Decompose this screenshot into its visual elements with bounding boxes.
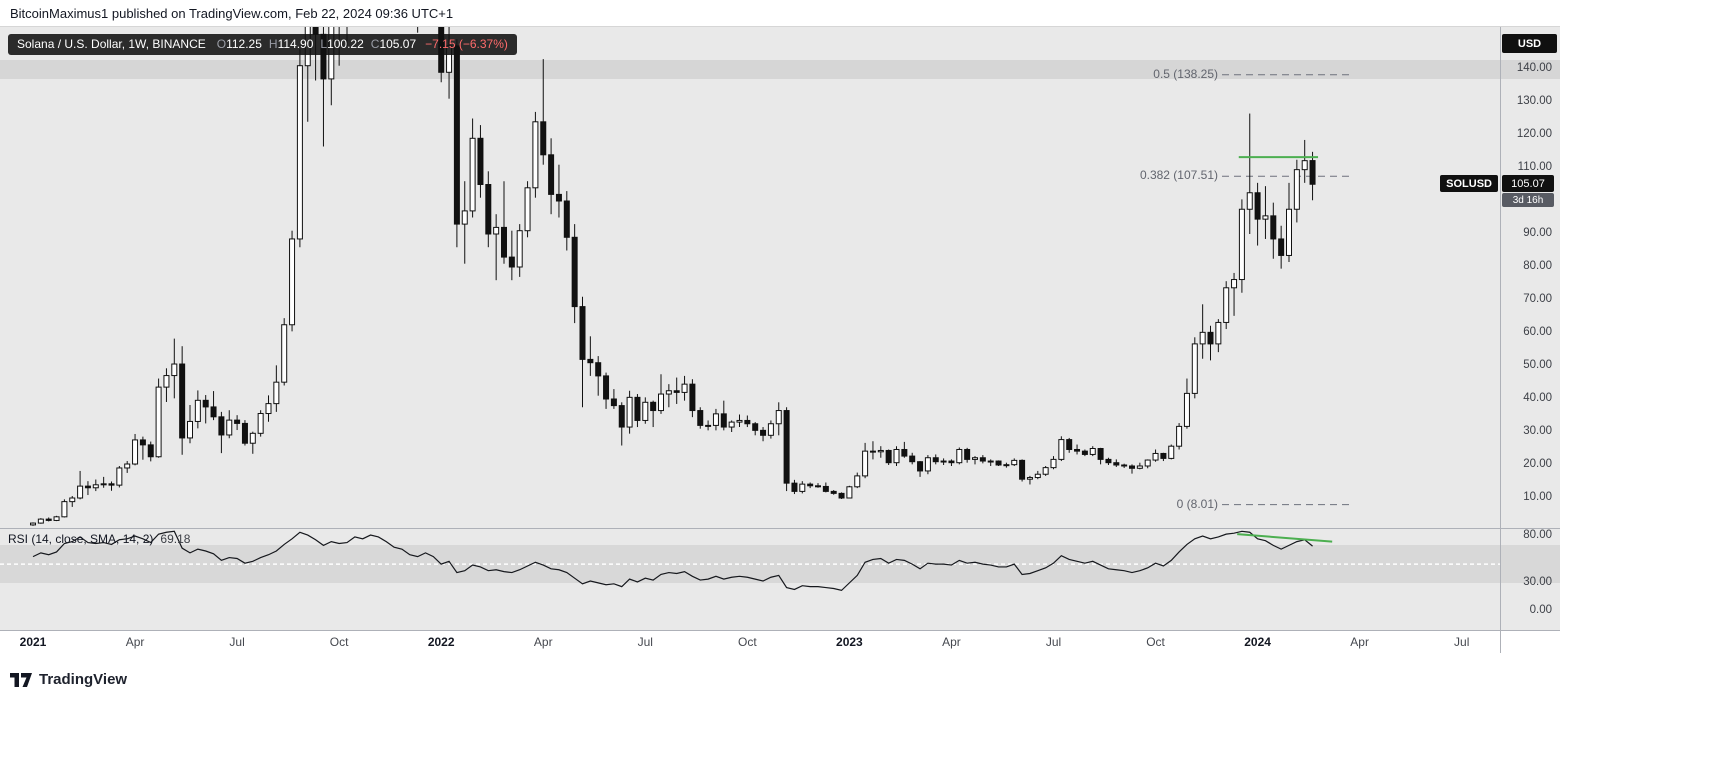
ohlc-value: 105.07 xyxy=(379,37,417,51)
change-value: −7.15 (−6.37%) xyxy=(425,37,508,51)
ohlc-key: O xyxy=(216,37,227,51)
time-axis-label: Apr xyxy=(125,635,145,649)
price-chart-canvas[interactable] xyxy=(0,27,1500,630)
price-scale-label: 140.00 xyxy=(1516,62,1552,74)
currency-toggle-usd[interactable]: USD xyxy=(1502,34,1557,53)
price-scale-label: 60.00 xyxy=(1523,326,1552,338)
ohlc-value: 100.22 xyxy=(327,37,364,51)
time-axis-label: 2024 xyxy=(1244,635,1271,649)
rsi-value: 69.18 xyxy=(160,532,191,546)
symbol-title: Solana / U.S. Dollar, 1W, BINANCE xyxy=(17,37,206,51)
time-axis-label: Apr xyxy=(942,635,961,649)
price-scale-label: 50.00 xyxy=(1523,359,1552,371)
chart-area: Solana / U.S. Dollar, 1W, BINANCE O112.25… xyxy=(0,26,1560,653)
ohlc-key: H xyxy=(268,37,278,51)
rsi-scale-label: 80.00 xyxy=(1523,529,1552,541)
time-axis-label: Jul xyxy=(1454,635,1470,649)
price-scale-label: 90.00 xyxy=(1523,227,1552,239)
price-scale-label: 110.00 xyxy=(1517,161,1552,173)
time-axis-label: 2022 xyxy=(427,635,455,649)
tradingview-logo-icon xyxy=(10,672,32,687)
ohlc-value: 112.25 xyxy=(226,37,262,51)
time-axis-label: Oct xyxy=(1146,635,1165,649)
rsi-title: RSI (14, close, SMA, 14, 2) xyxy=(8,532,154,546)
price-scale-label: 10.00 xyxy=(1523,491,1552,503)
time-axis-label: 2021 xyxy=(19,635,47,649)
time-axis-label: 2023 xyxy=(836,635,863,649)
price-scale-label: 120.00 xyxy=(1516,128,1552,140)
publish-info-text: BitcoinMaximus1 published on TradingView… xyxy=(10,6,454,21)
fib-resistance-band xyxy=(0,60,1560,79)
ohlc-values: O112.25 H114.90 L100.22 C105.07 xyxy=(210,37,416,51)
rsi-scale-label: 30.00 xyxy=(1523,575,1552,588)
rsi-legend[interactable]: RSI (14, close, SMA, 14, 2) 69.18 xyxy=(8,532,190,546)
time-axis-label: Jul xyxy=(229,635,245,649)
time-axis-label: Apr xyxy=(533,635,553,649)
tradingview-brand-text: TradingView xyxy=(39,671,128,688)
time-axis-label: Oct xyxy=(329,635,349,649)
ohlc-value: 114.90 xyxy=(277,37,314,51)
time-axis-label: Jul xyxy=(1045,635,1062,649)
last-price-tag: 105.07 xyxy=(1502,175,1554,192)
fib-level-label: 0 (8.01) xyxy=(1176,496,1218,511)
tradingview-attribution-link[interactable]: TradingView xyxy=(10,671,127,688)
ohlc-key: L xyxy=(320,37,328,51)
price-scale-label: 40.00 xyxy=(1523,392,1552,404)
time-axis[interactable]: 2021 Apr Jul Oct 2022 Apr Jul Oct 2023 Apr Jul Oct 2… xyxy=(0,630,1560,653)
chart-background xyxy=(0,27,1560,630)
publish-info-bar: BitcoinMaximus1 published on TradingView… xyxy=(0,0,1719,26)
rsi-scale-label: 0.00 xyxy=(1529,604,1552,616)
symbol-legend[interactable]: Solana / U.S. Dollar, 1W, BINANCE O112.25… xyxy=(8,34,517,55)
bar-countdown-tag: 3d 16h xyxy=(1502,193,1554,207)
ohlc-key: C xyxy=(370,37,380,51)
price-scale-label: 70.00 xyxy=(1523,293,1552,305)
pane-separator[interactable] xyxy=(0,528,1560,529)
time-axis-label: Jul xyxy=(637,635,653,649)
price-scale-label: 130.00 xyxy=(1516,95,1552,107)
time-axis-label: Apr xyxy=(1350,635,1369,649)
price-scale-border xyxy=(1500,27,1501,653)
time-axis-label: Oct xyxy=(738,635,757,649)
price-scale-label: 30.00 xyxy=(1523,425,1552,437)
fib-level-label: 0.382 (107.51) xyxy=(1139,168,1218,183)
symbol-price-tag: SOLUSD xyxy=(1440,175,1498,192)
fib-level-label: 0.5 (138.25) xyxy=(1153,66,1218,81)
price-scale-label: 80.00 xyxy=(1523,260,1552,272)
price-scale-label: 20.00 xyxy=(1523,458,1552,470)
